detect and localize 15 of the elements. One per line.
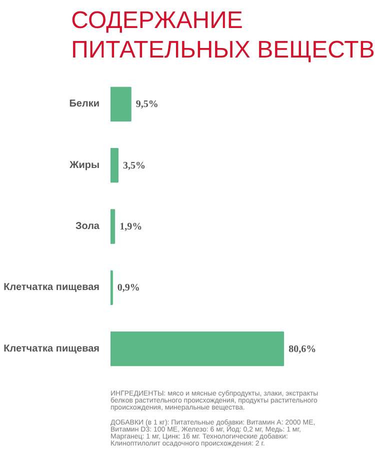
y-tick-label: Белки xyxy=(69,98,100,110)
bar xyxy=(110,209,116,244)
data-label: 3,5% xyxy=(123,160,146,172)
y-tick-label: Зола xyxy=(75,221,100,232)
bar xyxy=(110,148,119,183)
data-label: 80,6% xyxy=(288,344,316,355)
data-label: 9,5% xyxy=(136,99,158,110)
y-tick-label: Жиры xyxy=(68,160,100,171)
bar xyxy=(110,86,132,122)
bar xyxy=(110,331,284,366)
data-label: 0,9% xyxy=(117,282,140,294)
y-tick-label: Клетчатка пищевая xyxy=(4,343,100,354)
y-tick-label: Клетчатка пищевая xyxy=(4,282,100,294)
data-label: 1,9% xyxy=(120,222,142,232)
chart-title: СОДЕРЖАНИЕ ПИТАТЕЛЬНЫХ ВЕЩЕСТВ xyxy=(71,6,375,64)
